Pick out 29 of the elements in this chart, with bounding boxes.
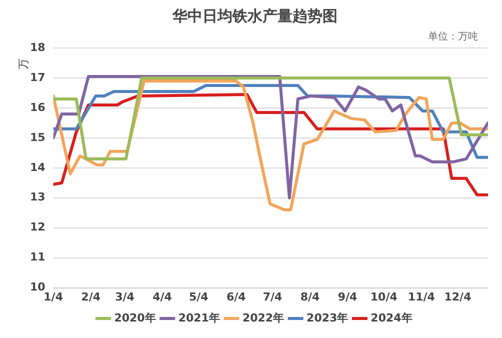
y-tick-label: 12 (30, 220, 46, 234)
y-tick-label: 15 (30, 130, 46, 144)
legend-label: 2021年 (178, 311, 220, 324)
y-tick-label: 10 (30, 280, 46, 294)
y-tick-label: 11 (30, 250, 46, 264)
x-tick-label: 1/4 (44, 290, 64, 304)
x-tick-label: 4/4 (152, 290, 172, 304)
x-tick-label: 8/4 (300, 290, 320, 304)
x-tick-label: 2/4 (81, 290, 101, 304)
y-tick-label: 14 (30, 160, 46, 174)
x-tick-label: 7/4 (262, 290, 282, 304)
x-tick-label: 12/4 (444, 290, 472, 304)
legend-label: 2020年 (114, 311, 156, 324)
x-tick-label: 11/4 (408, 290, 436, 304)
chart-title: 华中日均铁水产量趋势图 (172, 6, 338, 25)
text: 单位：万吨 (428, 30, 478, 43)
x-tick-label: 10/4 (370, 290, 398, 304)
y-tick-label: 13 (30, 190, 46, 204)
x-tick-label: 9/4 (338, 290, 358, 304)
y-tick-label: 16 (30, 100, 46, 114)
y-tick-label: 17 (30, 70, 46, 84)
y-tick-label: 18 (30, 40, 46, 54)
legend-label: 2022年 (242, 311, 284, 324)
y-axis-title: 万 (16, 58, 30, 70)
x-tick-label: 5/4 (188, 290, 209, 304)
legend-label: 2024年 (370, 311, 412, 324)
legend-label: 2023年 (306, 311, 348, 324)
x-tick-label: 6/4 (226, 290, 246, 304)
x-tick-label: 3/4 (115, 290, 135, 304)
